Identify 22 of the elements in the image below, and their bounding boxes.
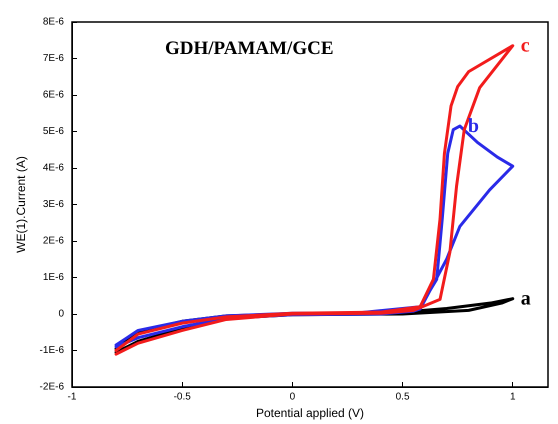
x-tick-label: -1: [68, 392, 77, 402]
y-tick-label: -2E-6: [40, 382, 64, 392]
series-label: b: [468, 115, 479, 138]
x-tick-label: 0: [290, 392, 296, 402]
y-tick-label: 8E-6: [42, 16, 64, 28]
y-tick-label: -1E-6: [40, 345, 64, 356]
text: GDH/PAMAM/GCE: [165, 38, 334, 59]
series-label: a: [520, 288, 531, 310]
x-tick-label: 0.5: [396, 392, 410, 402]
y-tick-label: 6E-6: [42, 90, 64, 100]
x-axis-title: Potential applied (V): [256, 406, 364, 420]
y-tick-label: 1E-6: [42, 272, 64, 283]
y-tick-label: 3E-6: [42, 199, 64, 210]
y-tick-label: 0: [58, 308, 64, 320]
x-tick-label: 1: [510, 392, 516, 402]
y-tick-label: 4E-6: [42, 162, 64, 174]
y-tick-label: 7E-6: [42, 53, 64, 64]
y-tick-label: 5E-6: [42, 126, 64, 137]
y-axis-title: WE(1).Current (A): [14, 156, 28, 253]
series-label: c: [520, 34, 530, 57]
x-tick-label: -0.5: [174, 392, 192, 402]
y-tick-label: 2E-6: [42, 236, 64, 246]
